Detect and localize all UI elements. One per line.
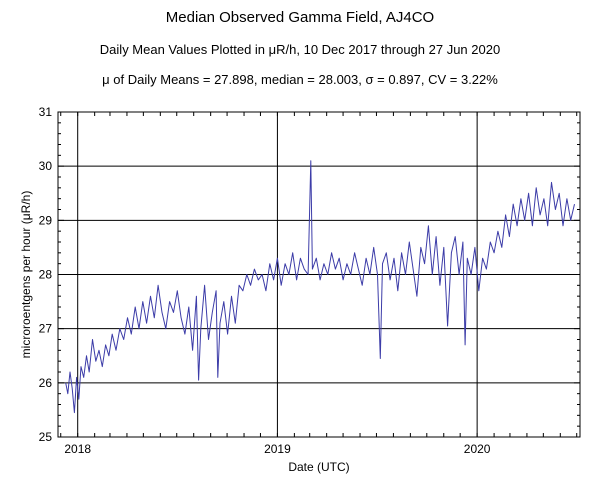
- y-tick-label: 31: [39, 105, 53, 119]
- y-tick-label: 28: [39, 268, 53, 282]
- y-axis-title: microroentgens per hour (μR/h): [19, 191, 33, 359]
- y-tick-label: 27: [39, 322, 53, 336]
- y-tick-label: 25: [39, 430, 53, 444]
- y-tick-label: 26: [39, 376, 53, 390]
- x-axis-title: Date (UTC): [288, 460, 349, 474]
- x-tick-label: 2018: [64, 442, 91, 456]
- chart-stats: μ of Daily Means = 27.898, median = 28.0…: [102, 72, 498, 87]
- series-layer: [65, 160, 575, 414]
- y-tick-label: 30: [39, 159, 53, 173]
- axis-ticks: [58, 111, 580, 438]
- chart-title: Median Observed Gamma Field, AJ4CO: [165, 9, 435, 26]
- chart-subtitle: Daily Mean Values Plotted in μR/h, 10 De…: [99, 42, 501, 57]
- x-tick-label: 2020: [464, 442, 491, 456]
- series-line: [65, 160, 575, 414]
- x-tick-label: 2019: [264, 442, 291, 456]
- tick-labels: 25 26 27 28 29 30 31 2018 2019 2020: [39, 105, 491, 456]
- y-tick-label: 29: [39, 213, 53, 227]
